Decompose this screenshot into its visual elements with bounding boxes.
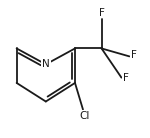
Text: Cl: Cl	[79, 111, 90, 121]
Text: F: F	[99, 8, 105, 18]
Text: N: N	[42, 59, 50, 69]
Text: F: F	[131, 50, 137, 60]
Text: F: F	[123, 73, 129, 83]
